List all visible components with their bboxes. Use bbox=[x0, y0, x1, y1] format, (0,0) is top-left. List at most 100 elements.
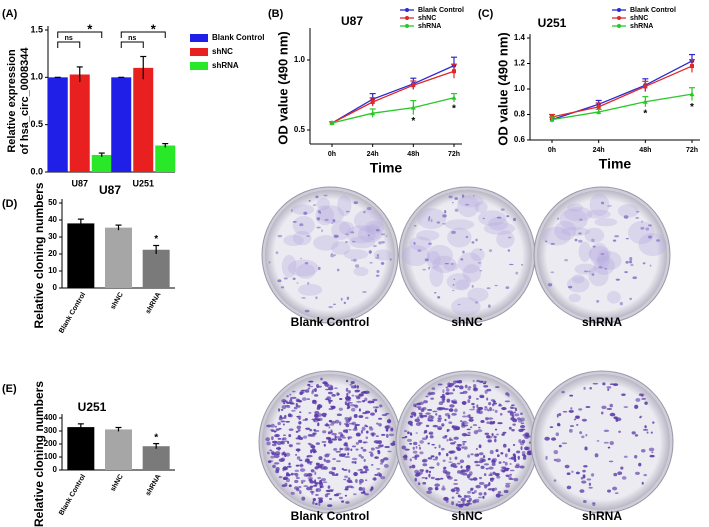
colony bbox=[432, 410, 438, 413]
stain bbox=[296, 263, 316, 279]
colony bbox=[282, 485, 288, 487]
colony bbox=[434, 446, 437, 449]
colony bbox=[438, 451, 441, 456]
y-tick-label: 30 bbox=[48, 232, 57, 241]
colony bbox=[347, 401, 353, 404]
colony bbox=[600, 201, 605, 205]
colony bbox=[451, 230, 456, 235]
colony bbox=[473, 489, 477, 494]
dish-label: Blank Control bbox=[291, 315, 370, 329]
colony bbox=[385, 235, 388, 237]
colony bbox=[348, 428, 352, 431]
colony bbox=[621, 393, 626, 396]
colony bbox=[426, 490, 432, 494]
colony bbox=[432, 424, 438, 428]
colony bbox=[472, 405, 475, 409]
colony bbox=[282, 400, 288, 403]
colony bbox=[509, 469, 515, 472]
colony bbox=[418, 412, 423, 415]
colony bbox=[581, 418, 587, 422]
colony bbox=[613, 472, 618, 477]
colony bbox=[462, 442, 465, 446]
colony bbox=[583, 270, 589, 273]
colony bbox=[307, 383, 311, 387]
stain bbox=[578, 241, 592, 262]
colony bbox=[466, 434, 471, 437]
colony bbox=[436, 462, 440, 467]
colony bbox=[409, 458, 412, 462]
colony bbox=[454, 208, 459, 212]
stain bbox=[588, 265, 609, 287]
colony bbox=[483, 473, 487, 477]
point bbox=[451, 95, 457, 100]
stain bbox=[281, 254, 297, 278]
colony bbox=[299, 468, 306, 472]
stain bbox=[566, 276, 590, 293]
colony bbox=[437, 383, 443, 386]
point bbox=[452, 69, 456, 74]
colony bbox=[344, 233, 349, 236]
colony bbox=[374, 408, 378, 413]
colony bbox=[363, 465, 368, 469]
colony bbox=[347, 477, 351, 480]
colony bbox=[378, 444, 383, 448]
stain bbox=[373, 249, 392, 261]
colony bbox=[370, 447, 375, 451]
point bbox=[410, 105, 416, 110]
colony bbox=[296, 282, 299, 284]
colony bbox=[301, 397, 307, 401]
colony bbox=[325, 459, 331, 463]
colony bbox=[606, 407, 612, 410]
colony bbox=[509, 463, 512, 465]
stain bbox=[488, 216, 509, 231]
stain bbox=[446, 273, 471, 290]
colony bbox=[355, 448, 359, 451]
colony bbox=[444, 210, 447, 214]
legend-marker bbox=[405, 16, 409, 20]
colony bbox=[291, 409, 296, 412]
colony bbox=[419, 440, 424, 444]
bar bbox=[67, 427, 95, 470]
colony bbox=[316, 464, 320, 468]
colony bbox=[358, 486, 363, 491]
colony bbox=[463, 424, 469, 427]
colony bbox=[409, 432, 412, 436]
colony bbox=[275, 469, 280, 474]
colony bbox=[447, 382, 451, 387]
colony bbox=[353, 493, 357, 496]
colony bbox=[459, 392, 465, 394]
colony bbox=[449, 404, 455, 408]
colony bbox=[285, 420, 290, 423]
colony bbox=[404, 435, 408, 438]
x-tick-label: U251 bbox=[132, 178, 154, 188]
colony bbox=[448, 195, 453, 199]
colony bbox=[458, 385, 464, 390]
colony bbox=[379, 462, 384, 465]
bracket bbox=[120, 31, 166, 38]
colony bbox=[477, 496, 483, 499]
colony bbox=[442, 485, 445, 488]
colony bbox=[484, 380, 487, 384]
colony bbox=[489, 478, 494, 482]
colony bbox=[308, 200, 311, 202]
colony bbox=[414, 477, 417, 482]
colony bbox=[461, 503, 467, 506]
stain bbox=[283, 234, 304, 246]
colony bbox=[388, 433, 395, 437]
bar bbox=[142, 446, 170, 470]
colony bbox=[501, 433, 505, 436]
y-axis-label: OD value (490 nm) bbox=[495, 32, 510, 145]
colony bbox=[315, 462, 320, 466]
stain bbox=[628, 221, 655, 245]
colony bbox=[358, 439, 363, 443]
colony bbox=[609, 383, 615, 385]
colony bbox=[483, 492, 487, 496]
colony bbox=[428, 473, 431, 478]
stain bbox=[597, 251, 622, 271]
colony bbox=[344, 241, 349, 243]
colony bbox=[497, 422, 503, 425]
colony bbox=[498, 403, 502, 407]
colony bbox=[520, 428, 526, 431]
colony bbox=[307, 387, 311, 390]
colony bbox=[316, 418, 321, 422]
